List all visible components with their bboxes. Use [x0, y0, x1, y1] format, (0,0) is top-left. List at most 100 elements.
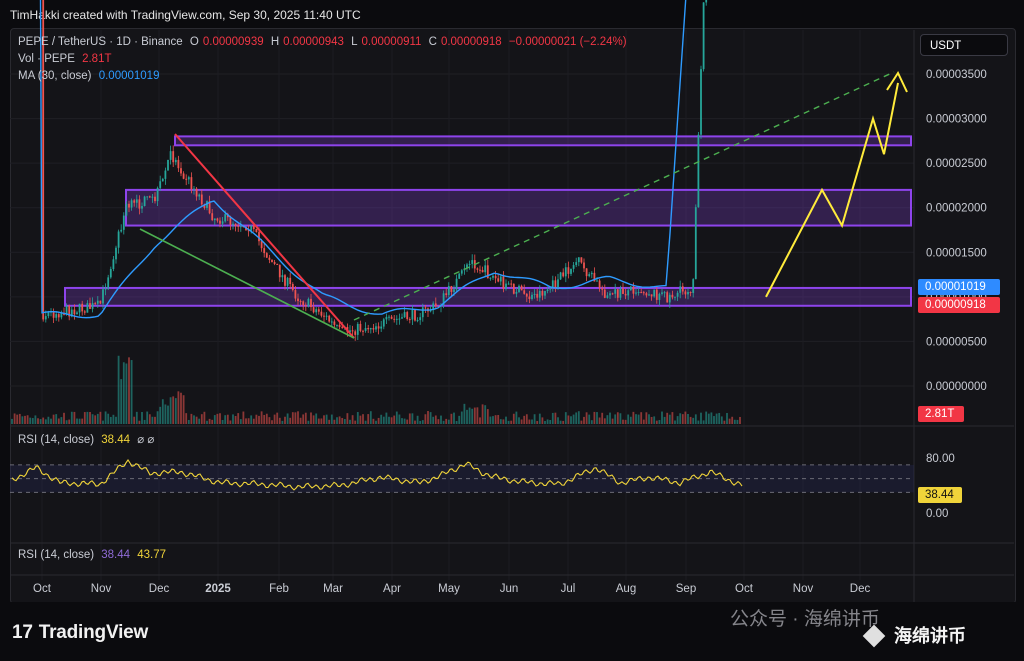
candle-body — [133, 200, 136, 203]
volume-bar — [271, 420, 273, 424]
volume-bar — [89, 411, 91, 424]
rsi-value: 38.44 — [101, 434, 131, 446]
candle-body — [333, 321, 336, 325]
volume-bar — [21, 416, 24, 424]
candle-body — [390, 316, 393, 319]
candle-body — [185, 178, 188, 180]
volume-bar — [468, 407, 471, 424]
volume-bar — [138, 420, 141, 424]
y-tick-label: 0.00003000 — [926, 114, 987, 126]
candle-body — [380, 326, 383, 329]
volume-bar — [523, 415, 526, 424]
candle-body — [567, 267, 570, 274]
candle-body — [512, 283, 515, 294]
volume-bar — [167, 405, 169, 424]
candle-body — [268, 257, 271, 260]
volume-bar — [739, 416, 741, 424]
volume-bar — [479, 417, 481, 424]
volume-bar — [494, 415, 497, 424]
volume-bar — [515, 411, 518, 424]
candle-body — [658, 293, 661, 300]
candle-body — [291, 283, 294, 291]
volume-bar — [364, 420, 367, 424]
volume-bar — [528, 419, 531, 424]
candle-body — [60, 312, 63, 318]
candle-body — [442, 293, 445, 306]
y-tick-label: 0.00002500 — [926, 158, 987, 170]
candle-body — [684, 291, 687, 295]
candle-body — [172, 151, 175, 163]
volume-bar — [466, 409, 468, 424]
candle-body — [549, 288, 552, 290]
volume-bar — [193, 415, 195, 424]
y-tick-label: 0.00003500 — [926, 69, 987, 81]
chart-panel[interactable] — [10, 28, 1016, 604]
trend-drawings — [139, 70, 908, 339]
x-tick-label: Jul — [561, 583, 576, 595]
candle-body — [382, 319, 385, 327]
candle-body — [421, 307, 424, 318]
tradingview-logo[interactable]: 17 TradingView — [12, 622, 148, 644]
x-tick-label: May — [438, 583, 460, 595]
high-label: H — [270, 36, 280, 48]
volume-bar — [442, 420, 445, 424]
candle-body — [460, 270, 463, 274]
candle-body — [349, 330, 351, 333]
candle-body — [499, 276, 502, 282]
volume-bar — [130, 360, 133, 424]
candle-body — [73, 309, 76, 315]
volume-bar — [50, 418, 52, 424]
volume-bar — [273, 414, 276, 424]
volume-bar — [16, 414, 19, 424]
candle-body — [65, 305, 68, 315]
candle-body — [645, 293, 648, 296]
candle-body — [372, 328, 375, 330]
volume-bar — [375, 420, 377, 424]
candle-body — [588, 274, 591, 277]
volume-bar — [510, 420, 513, 424]
candle-body — [284, 275, 286, 286]
volume-bar — [341, 417, 344, 424]
rsi-tag: 38.44 — [918, 487, 962, 503]
currency-button[interactable]: USDT — [920, 34, 1008, 56]
candle-body — [585, 268, 588, 277]
volume-bar — [518, 417, 520, 424]
volume-bar — [60, 417, 63, 424]
candle-body — [161, 178, 164, 182]
volume-bar — [507, 420, 510, 424]
candle-body — [307, 298, 310, 307]
volume-bar — [291, 412, 294, 424]
volume-bar — [700, 412, 702, 424]
candle-body — [208, 201, 211, 214]
credit-text: TimHakki created with TradingView.com, S… — [10, 8, 361, 22]
volume-bar — [133, 416, 136, 424]
rsi2-value: 38.44 — [101, 549, 131, 561]
volume-bar — [720, 416, 723, 424]
volume-bar — [141, 412, 143, 424]
ma-line — [39, 0, 687, 319]
rsi2-label: RSI (14, close) — [18, 549, 95, 561]
volume-bar — [174, 398, 177, 424]
candle-body — [281, 275, 284, 278]
candle-body — [541, 290, 544, 296]
volume-bar — [203, 411, 206, 424]
supply-zone — [64, 286, 912, 307]
target-dashed-line — [353, 71, 895, 321]
candle-body — [507, 283, 510, 285]
volume-bar — [143, 419, 146, 424]
candle-body — [55, 314, 58, 318]
volume-bar — [200, 414, 203, 424]
candle-body — [299, 301, 302, 303]
candle-body — [206, 201, 208, 208]
visibility-icons[interactable]: ⌀ ⌀ — [137, 434, 155, 446]
candle-body — [128, 203, 130, 208]
candle-body — [367, 327, 370, 330]
volume-bar — [164, 404, 167, 424]
volume-bar — [731, 416, 734, 424]
candle-body — [369, 328, 372, 330]
candle-body — [458, 273, 461, 279]
volume-bar — [112, 414, 115, 424]
volume-bar — [447, 419, 450, 424]
candle-body — [232, 223, 234, 225]
